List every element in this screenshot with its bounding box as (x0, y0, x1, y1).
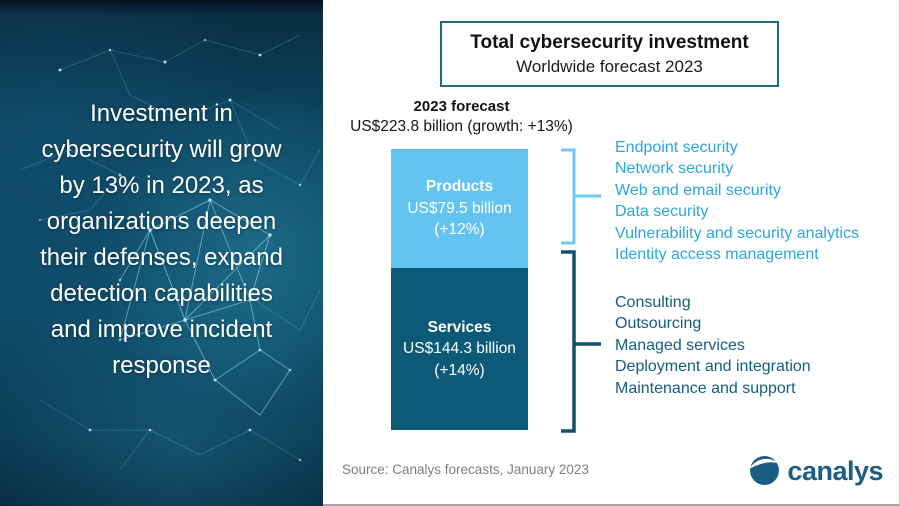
services-bracket (561, 250, 601, 433)
quote-line: response (112, 352, 211, 379)
products-category-list: Endpoint security Network security Web a… (615, 137, 859, 265)
quote-line: detection capabilities (50, 280, 273, 307)
canalys-logo-icon (749, 456, 780, 485)
list-item: Maintenance and support (615, 379, 796, 397)
segment-name: Services (427, 318, 492, 336)
quote-line: by 13% in 2023, as (59, 172, 264, 199)
forecast-label: 2023 forecast (413, 98, 510, 115)
list-item: Outsourcing (615, 315, 702, 333)
chart-subtitle: Worldwide forecast 2023 (516, 56, 703, 76)
list-item: Vulnerability and security analytics (615, 224, 859, 242)
list-item: Consulting (615, 294, 691, 311)
chart-panel: Total cybersecurity investment Worldwide… (323, 0, 900, 506)
bar-segment-products: Products US$79.5 billion (+12%) (391, 149, 528, 268)
bar-segment-services: Services US$144.3 billion (+14%) (391, 267, 528, 430)
list-item: Data security (615, 203, 709, 221)
products-bracket (561, 148, 601, 245)
left-photo-panel: Investment in cybersecurity will grow by… (0, 0, 323, 506)
canalys-logo: canalys (749, 455, 883, 486)
quote-line: their defenses, expand (40, 244, 283, 271)
list-item: Network security (615, 160, 734, 178)
list-item: Deployment and integration (615, 358, 811, 376)
quote-line: Investment in (90, 100, 233, 127)
chart-title: Total cybersecurity investment (470, 31, 749, 53)
list-item: Identity access management (615, 246, 819, 264)
segment-name: Products (425, 178, 494, 195)
segment-value: US$144.3 billion (403, 340, 516, 357)
quote-line: organizations deepen (46, 208, 277, 235)
chart-title-box: Total cybersecurity investment Worldwide… (440, 21, 779, 87)
stacked-bar: Products US$79.5 billion (+12%) Services… (391, 149, 528, 430)
headline-quote: Investment in cybersecurity will grow by… (0, 0, 323, 506)
list-item: Managed services (615, 336, 745, 354)
quote-line: and improve incident (50, 316, 273, 343)
segment-growth: (+12%) (434, 221, 485, 238)
canalys-logo-text: canalys (787, 455, 883, 486)
list-item: Web and email security (615, 181, 781, 199)
list-item: Endpoint security (615, 139, 738, 156)
segment-growth: (+14%) (434, 361, 485, 379)
source-note: Source: Canalys forecasts, January 2023 (342, 462, 589, 477)
segment-value: US$79.5 billion (407, 199, 512, 217)
forecast-value: US$223.8 billion (growth: +13%) (350, 118, 573, 135)
services-category-list: Consulting Outsourcing Managed services … (615, 292, 811, 399)
forecast-total: 2023 forecast US$223.8 billion (growth: … (340, 97, 583, 137)
network-constellation-pattern (19, 34, 321, 471)
quote-line: cybersecurity will grow (41, 136, 282, 163)
